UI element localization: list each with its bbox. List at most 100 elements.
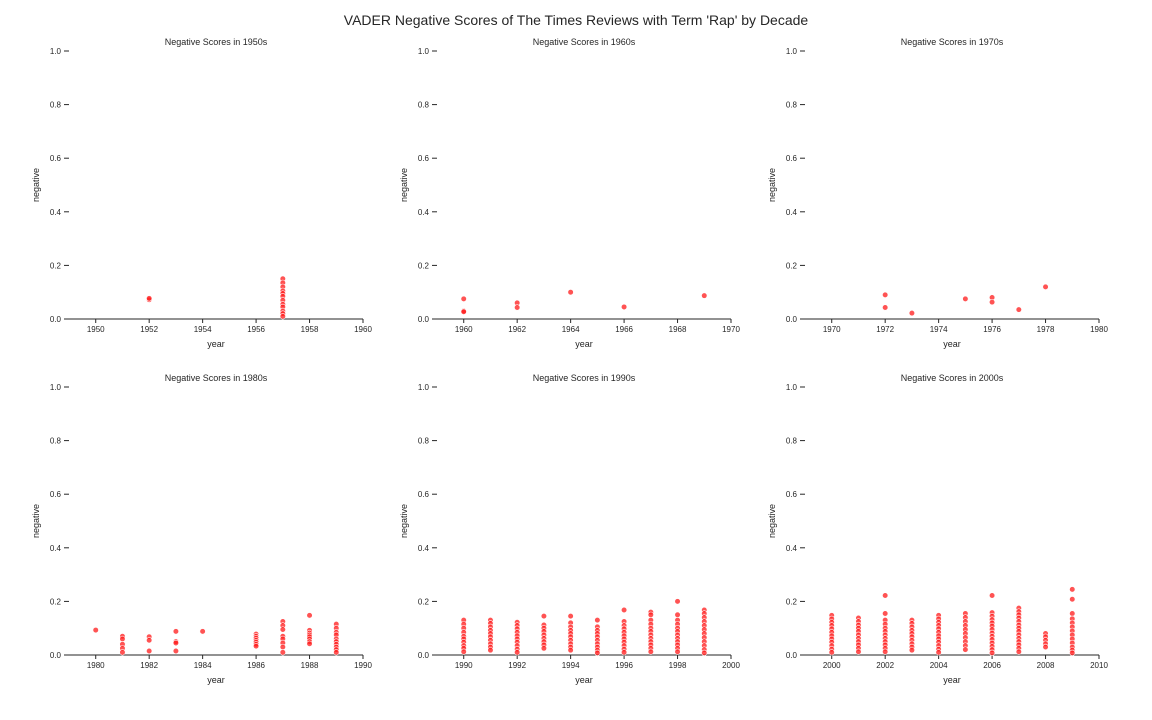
y-tick-label: 0.2 <box>418 597 430 606</box>
x-tick-label: 1976 <box>983 325 1001 334</box>
data-point <box>882 648 889 655</box>
x-tick-label: 1956 <box>247 325 265 334</box>
y-tick-label: 0.0 <box>786 651 798 660</box>
y-tick-label: 0.8 <box>50 437 62 446</box>
x-tick-label: 1960 <box>354 325 372 334</box>
data-point <box>701 292 708 299</box>
subplot-1: Negative Scores in 1950s 0.0 0.2 0.4 0.6 0.8 1… <box>31 37 372 349</box>
subplot-title: Negative Scores in 1950s <box>165 37 268 47</box>
x-tick-label: 1986 <box>247 661 265 670</box>
data-point <box>279 643 286 651</box>
data-point <box>146 637 153 644</box>
subplot-title: Negative Scores in 2000s <box>901 373 1004 383</box>
x-tick-label: 1972 <box>876 325 894 334</box>
y-axis-label: negative <box>767 168 777 202</box>
x-axis-label: year <box>943 339 961 349</box>
data-point <box>935 649 942 656</box>
y-tick-label: 0.2 <box>50 261 62 270</box>
data-point <box>567 613 574 620</box>
data-point <box>199 628 206 635</box>
y-tick-label: 0.4 <box>50 544 62 553</box>
y-tick-label: 0.8 <box>418 101 430 110</box>
y-tick-label: 1.0 <box>50 47 62 56</box>
y-tick-label: 0.0 <box>418 651 430 660</box>
data-point <box>540 613 548 620</box>
y-tick-label: 0.0 <box>418 315 430 324</box>
data-point <box>1069 586 1076 593</box>
x-tick-label: 1978 <box>1037 325 1055 334</box>
data-point <box>908 310 916 317</box>
y-axis-label: negative <box>767 504 777 538</box>
x-axis-label: year <box>943 675 961 685</box>
y-tick-label: 0.8 <box>786 437 798 446</box>
subplot-6: Negative Scores in 2000s 0.0 0.2 0.4 0.6 0.8 1… <box>767 373 1108 685</box>
subplot-grid: Negative Scores in 1950s 0.0 0.2 0.4 0.6 0.8 1… <box>31 37 1108 685</box>
x-tick-label: 1960 <box>455 325 473 334</box>
x-tick-label: 1952 <box>140 325 158 334</box>
data-point <box>540 645 548 652</box>
data-point <box>908 647 916 654</box>
figure-title: VADER Negative Scores of The Times Revie… <box>344 12 809 28</box>
subplot-title: Negative Scores in 1960s <box>533 37 636 47</box>
data-point <box>279 313 286 320</box>
y-tick-label: 0.6 <box>786 490 798 499</box>
data-point <box>828 649 835 656</box>
y-tick-label: 0.6 <box>50 490 62 499</box>
data-point <box>172 628 180 635</box>
data-point <box>514 649 521 656</box>
y-tick-label: 0.6 <box>418 490 430 499</box>
x-axis-label: year <box>575 675 593 685</box>
subplot-title: Negative Scores in 1970s <box>901 37 1004 47</box>
data-point <box>252 643 260 650</box>
y-axis-label: negative <box>31 504 41 538</box>
x-tick-label: 1984 <box>194 661 212 670</box>
x-axis-label: year <box>207 675 225 685</box>
x-tick-label: 1974 <box>930 325 948 334</box>
x-tick-label: 1966 <box>615 325 633 334</box>
x-tick-label: 1988 <box>301 661 319 670</box>
subplot-3: Negative Scores in 1970s 0.0 0.2 0.4 0.6 0.8 1… <box>767 37 1108 349</box>
data-point <box>1069 596 1076 603</box>
data-point <box>306 612 313 619</box>
data-point <box>701 649 708 656</box>
x-tick-label: 1950 <box>87 325 105 334</box>
x-tick-label: 2008 <box>1037 661 1055 670</box>
data-point <box>460 648 467 655</box>
data-point <box>620 649 628 656</box>
data-point <box>172 647 180 655</box>
x-tick-label: 1964 <box>562 325 580 334</box>
data-point <box>146 647 153 655</box>
x-tick-label: 2010 <box>1090 661 1108 670</box>
y-axis-label: negative <box>31 168 41 202</box>
data-point <box>882 592 889 599</box>
data-point <box>647 611 654 618</box>
x-tick-label: 2004 <box>930 661 948 670</box>
subplot-title: Negative Scores in 1980s <box>165 373 268 383</box>
data-point <box>882 291 889 298</box>
data-point <box>594 649 601 656</box>
data-point <box>1042 283 1049 290</box>
data-point <box>92 626 99 634</box>
x-tick-label: 1954 <box>194 325 212 334</box>
y-tick-label: 0.6 <box>50 154 62 163</box>
data-point <box>988 592 996 599</box>
subplot-4: Negative Scores in 1980s 0.0 0.2 0.4 0.6 0.8 1… <box>31 373 372 685</box>
x-tick-label: 1996 <box>615 661 633 670</box>
subplot-title: Negative Scores in 1990s <box>533 373 636 383</box>
data-point <box>620 303 628 311</box>
data-point <box>988 299 996 306</box>
data-point <box>1015 648 1022 655</box>
y-tick-label: 0.8 <box>418 437 430 446</box>
data-point <box>882 304 889 311</box>
data-point <box>855 648 862 655</box>
y-tick-label: 0.4 <box>418 208 430 217</box>
data-point <box>674 648 681 655</box>
data-point <box>146 295 153 302</box>
data-point <box>567 647 574 654</box>
data-point <box>279 649 286 656</box>
data-point <box>172 639 180 647</box>
y-tick-label: 0.4 <box>786 208 798 217</box>
data-point <box>620 606 628 614</box>
data-point <box>306 640 313 647</box>
